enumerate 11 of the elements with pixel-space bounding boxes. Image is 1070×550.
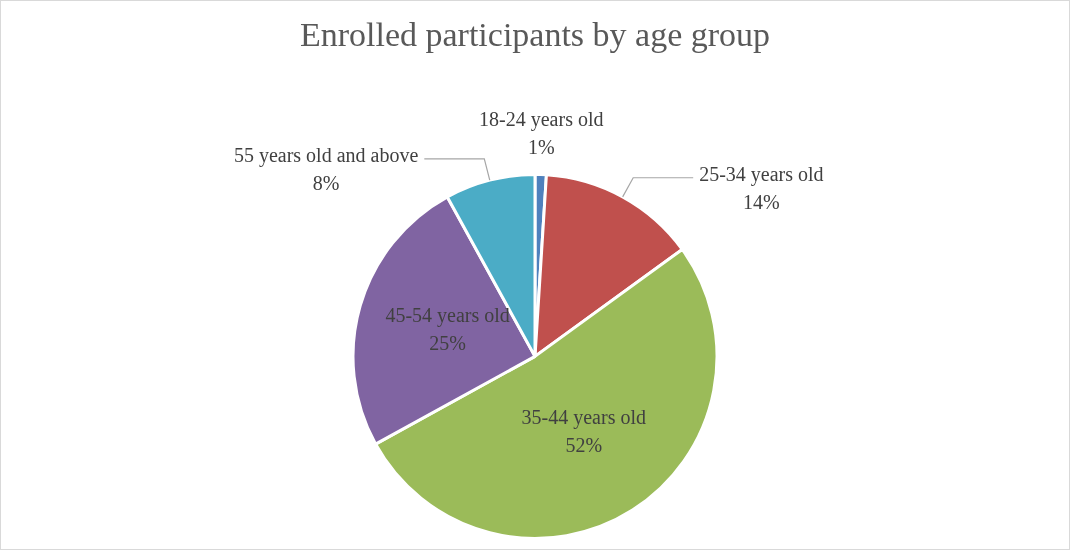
slice-label: 25-34 years old xyxy=(699,163,824,187)
data-label: 8% xyxy=(312,172,340,195)
slice-label: 18-24 years old xyxy=(479,107,604,131)
data-label: 14% xyxy=(743,191,780,214)
data-label: 1% xyxy=(527,135,555,158)
chart-title: Enrolled participants by age group xyxy=(299,16,771,54)
slice-label: 45-54 years old xyxy=(385,304,510,328)
data-label: 52% xyxy=(565,434,603,457)
data-label: 25% xyxy=(429,332,466,355)
slice-label: 55 years old and above xyxy=(233,144,419,168)
slice-label: 35-44 years old xyxy=(521,406,646,430)
